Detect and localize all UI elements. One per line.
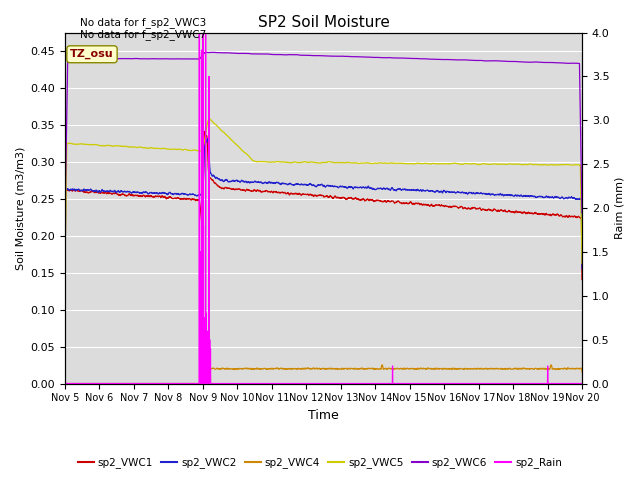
X-axis label: Time: Time (308, 409, 339, 422)
Text: No data for f_sp2_VWC7: No data for f_sp2_VWC7 (80, 29, 206, 40)
Text: No data for f_sp2_VWC3: No data for f_sp2_VWC3 (80, 17, 206, 28)
Y-axis label: Raim (mm): Raim (mm) (615, 177, 625, 239)
Y-axis label: Soil Moisture (m3/m3): Soil Moisture (m3/m3) (15, 146, 25, 270)
Text: TZ_osu: TZ_osu (70, 49, 114, 60)
Legend: sp2_VWC1, sp2_VWC2, sp2_VWC4, sp2_VWC5, sp2_VWC6, sp2_Rain: sp2_VWC1, sp2_VWC2, sp2_VWC4, sp2_VWC5, … (74, 453, 566, 472)
Title: SP2 Soil Moisture: SP2 Soil Moisture (257, 15, 389, 30)
